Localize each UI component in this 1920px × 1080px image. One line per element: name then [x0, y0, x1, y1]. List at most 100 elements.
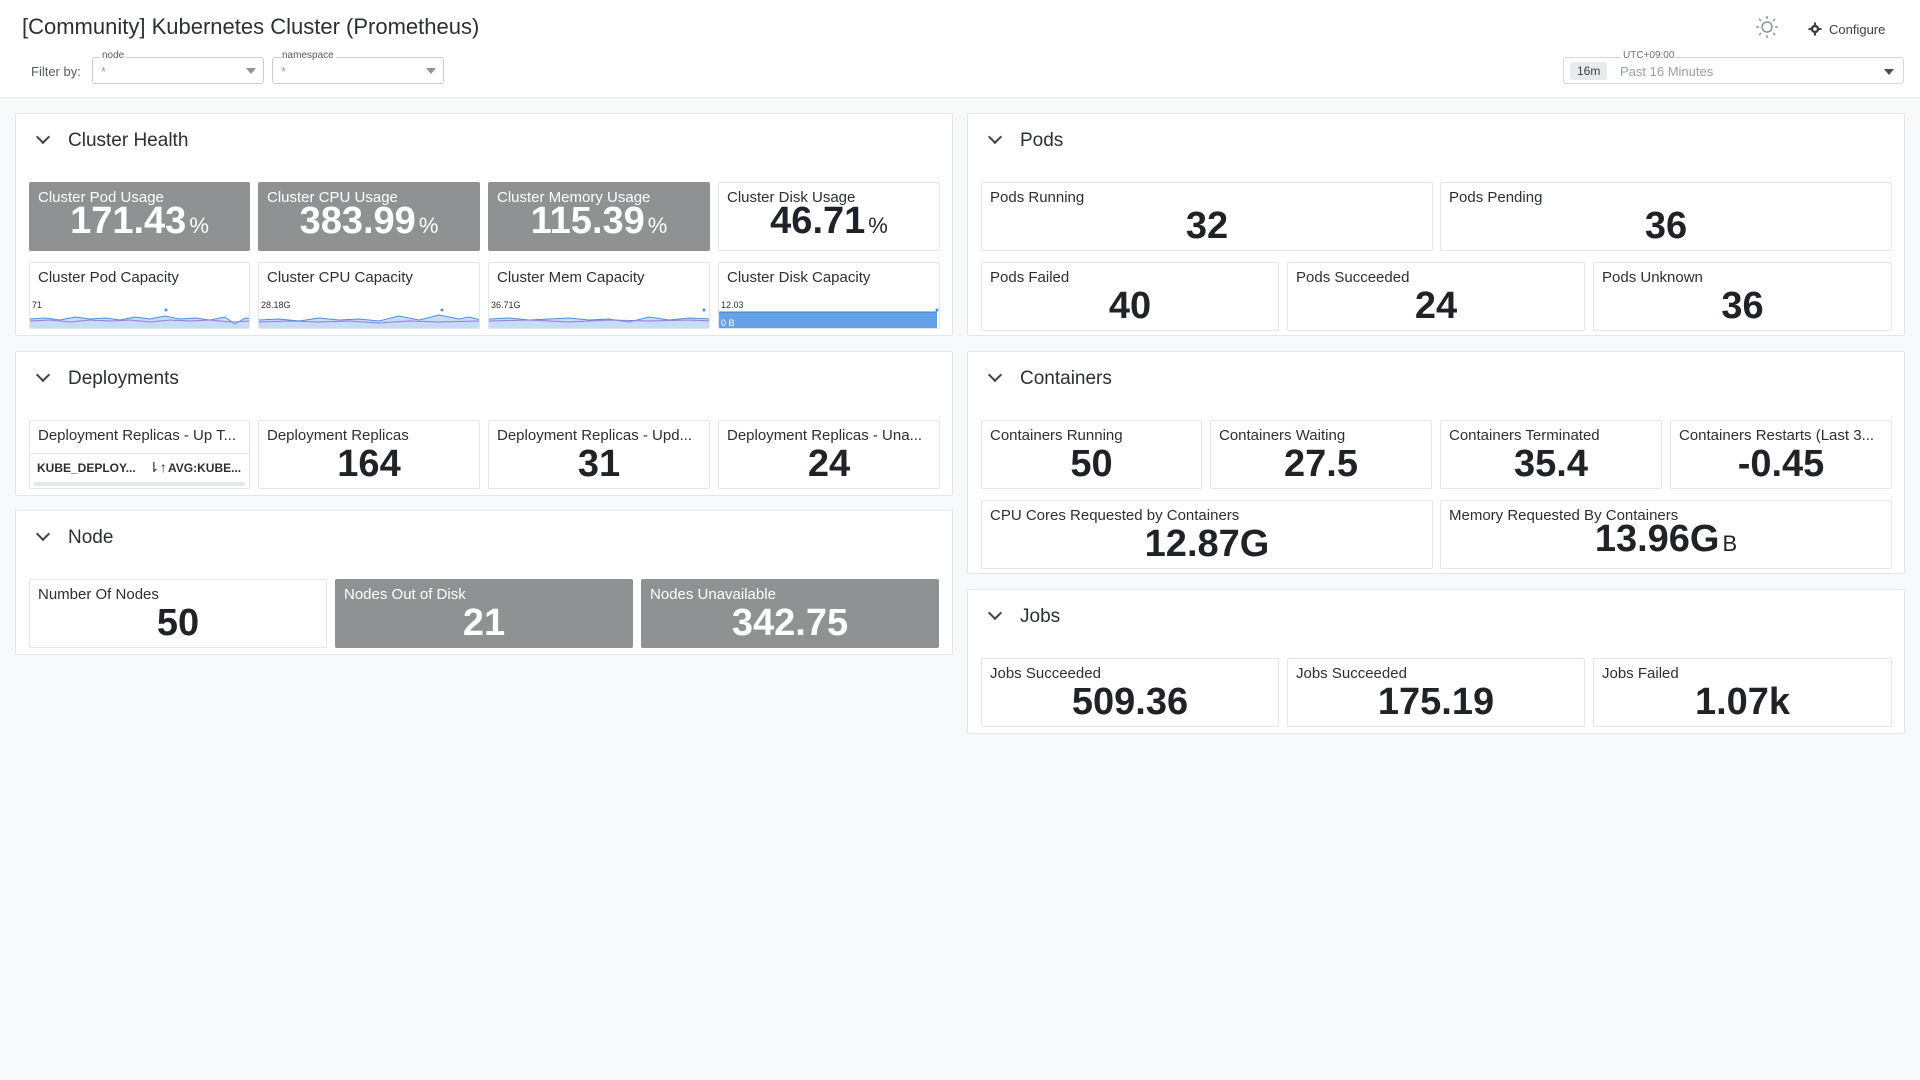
y-max-label: 28.18G: [261, 300, 291, 310]
group-title: Cluster Health: [68, 130, 189, 151]
tile-label: Pods Failed: [990, 269, 1070, 286]
chevron-down-icon: [987, 129, 1003, 145]
nodes-unavailable-tile[interactable]: Nodes Unavailable 342.75: [641, 579, 939, 648]
y-max-label: 12.03: [721, 300, 744, 310]
cluster-pod-capacity-tile[interactable]: Cluster Pod Capacity 71 0: [29, 262, 250, 329]
value-unit: %: [868, 213, 888, 238]
filter-by-label: Filter by:: [31, 64, 81, 79]
tile-label: Cluster Disk Capacity: [727, 269, 871, 286]
dashboard-header: [Community] Kubernetes Cluster (Promethe…: [0, 0, 1920, 98]
cluster-cpu-capacity-tile[interactable]: Cluster CPU Capacity 28.18G 0: [258, 262, 480, 329]
deployment-replicas-updated-tile[interactable]: Deployment Replicas - Upd... 31: [488, 420, 710, 489]
chevron-down-icon: [987, 605, 1003, 621]
dashboard-title: [Community] Kubernetes Cluster (Promethe…: [22, 14, 480, 39]
capacity-sparkline: 28.18G 0: [259, 300, 479, 328]
column-header-avg[interactable]: AVG:KUBE...: [168, 461, 242, 475]
sort-icon[interactable]: ⇂↑: [148, 459, 167, 475]
cluster-cpu-usage-tile[interactable]: Cluster CPU Usage 383.99%: [258, 182, 480, 251]
tile-value: 46.71%: [719, 199, 939, 248]
jobs-succeeded-tile-2[interactable]: Jobs Succeeded 175.19: [1287, 658, 1585, 727]
namespace-filter-value: *: [281, 64, 287, 79]
value-unit: B: [1722, 531, 1738, 556]
pods-failed-tile[interactable]: Pods Failed 40: [981, 262, 1279, 331]
namespace-filter-select[interactable]: namespace *: [272, 50, 444, 84]
containers-running-tile[interactable]: Containers Running 50: [981, 420, 1202, 489]
cluster-memory-usage-tile[interactable]: Cluster Memory Usage 115.39%: [488, 182, 710, 251]
tile-value: 36: [1644, 205, 1688, 247]
node-group: Node Number Of Nodes 50 Nodes Out of Dis…: [15, 510, 953, 655]
tile-label: Cluster CPU Usage: [267, 189, 398, 206]
tile-value: 35.4: [1514, 443, 1588, 485]
tile-value: 31: [577, 443, 621, 485]
value-unit: %: [418, 213, 439, 238]
jobs-failed-tile[interactable]: Jobs Failed 1.07k: [1593, 658, 1892, 727]
jobs-succeeded-tile[interactable]: Jobs Succeeded 509.36: [981, 658, 1279, 727]
tile-label: Containers Terminated: [1449, 427, 1600, 444]
tile-label: Cluster CPU Capacity: [267, 269, 413, 286]
cluster-mem-capacity-tile[interactable]: Cluster Mem Capacity 36.71G 0: [488, 262, 710, 329]
tile-label: Pods Unknown: [1602, 269, 1703, 286]
node-filter-select[interactable]: node *: [92, 50, 264, 84]
configure-label: Configure: [1829, 21, 1886, 37]
group-title: Jobs: [1020, 606, 1061, 627]
chevron-down-icon: [35, 526, 51, 542]
tile-value: 383.99%: [259, 199, 479, 248]
deployment-replicas-unavailable-tile[interactable]: Deployment Replicas - Una... 24: [718, 420, 940, 489]
value-number: 383.99: [299, 200, 416, 242]
value-number: 115.39: [530, 200, 645, 242]
y-min-label: 0 B: [721, 318, 735, 328]
tile-label: Jobs Succeeded: [990, 665, 1101, 682]
time-range-select[interactable]: UTC+09:00 16m Past 16 Minutes: [1563, 50, 1904, 84]
cpu-cores-requested-tile[interactable]: CPU Cores Requested by Containers 12.87G: [981, 500, 1433, 569]
value-unit: %: [189, 213, 209, 238]
cluster-pod-usage-tile[interactable]: Cluster Pod Usage 171.43%: [29, 182, 250, 251]
tile-label: Containers Running: [990, 427, 1123, 444]
tile-label: Pods Succeeded: [1296, 269, 1410, 286]
deployment-replicas-uptodate-table[interactable]: Deployment Replicas - Up T... KUBE_DEPLO…: [29, 420, 250, 489]
tile-label: Memory Requested By Containers: [1449, 507, 1679, 524]
tile-value: 40: [1108, 285, 1152, 327]
tile-value: 32: [1185, 205, 1229, 247]
nodes-out-of-disk-tile[interactable]: Nodes Out of Disk 21: [335, 579, 633, 648]
timezone-label: UTC+09:00: [1621, 50, 1677, 62]
tile-value: 342.75: [731, 602, 849, 644]
containers-terminated-tile[interactable]: Containers Terminated 35.4: [1440, 420, 1662, 489]
tile-label: Jobs Succeeded: [1296, 665, 1407, 682]
pods-running-tile[interactable]: Pods Running 32: [981, 182, 1433, 251]
pods-unknown-tile[interactable]: Pods Unknown 36: [1593, 262, 1892, 331]
tile-label: Nodes Unavailable: [650, 586, 776, 603]
tile-value: 36: [1721, 285, 1764, 327]
pods-group: Pods Pods Running 32 Pods Pending 36 Pod…: [967, 113, 1905, 336]
tile-value: 12.87G: [1144, 523, 1270, 565]
tile-value: 171.43%: [30, 199, 249, 248]
column-header-deployment[interactable]: KUBE_DEPLOY...: [37, 461, 136, 475]
tile-label: Number Of Nodes: [38, 586, 159, 603]
tile-label: Cluster Pod Usage: [38, 189, 164, 206]
tile-value: 164: [337, 443, 401, 485]
configure-button[interactable]: Configure: [1808, 19, 1885, 39]
containers-waiting-tile[interactable]: Containers Waiting 27.5: [1210, 420, 1432, 489]
time-range-chip: 16m: [1570, 62, 1608, 80]
group-title: Deployments: [68, 368, 179, 389]
cluster-disk-usage-tile[interactable]: Cluster Disk Usage 46.71%: [718, 182, 940, 251]
tile-label: Cluster Memory Usage: [497, 189, 651, 206]
tile-value: 21: [462, 602, 506, 644]
value-number: 171.43: [70, 200, 187, 242]
number-of-nodes-tile[interactable]: Number Of Nodes 50: [29, 579, 327, 648]
containers-restarts-tile[interactable]: Containers Restarts (Last 3... -0.45: [1670, 420, 1892, 489]
containers-group: Containers Containers Running 50 Contain…: [967, 351, 1905, 574]
namespace-filter-label: namespace: [280, 50, 336, 62]
deployment-replicas-tile[interactable]: Deployment Replicas 164: [258, 420, 480, 489]
capacity-sparkline: 36.71G 0: [489, 300, 709, 328]
node-filter-value: *: [101, 64, 107, 79]
memory-requested-tile[interactable]: Memory Requested By Containers 13.96G B: [1440, 500, 1892, 569]
tile-value: 24: [1414, 285, 1458, 327]
table-header: KUBE_DEPLOY... ⇂↑ AVG:KUBE...: [30, 453, 249, 481]
horizontal-scrollbar[interactable]: [34, 482, 245, 486]
cluster-disk-capacity-tile[interactable]: Cluster Disk Capacity 12.03 0 B: [718, 262, 940, 329]
pods-succeeded-tile[interactable]: Pods Succeeded 24: [1287, 262, 1585, 331]
tile-value: 175.19: [1377, 681, 1495, 723]
y-max-label: 71: [32, 300, 42, 310]
theme-toggle-button[interactable]: [1754, 14, 1780, 40]
pods-pending-tile[interactable]: Pods Pending 36: [1440, 182, 1892, 251]
